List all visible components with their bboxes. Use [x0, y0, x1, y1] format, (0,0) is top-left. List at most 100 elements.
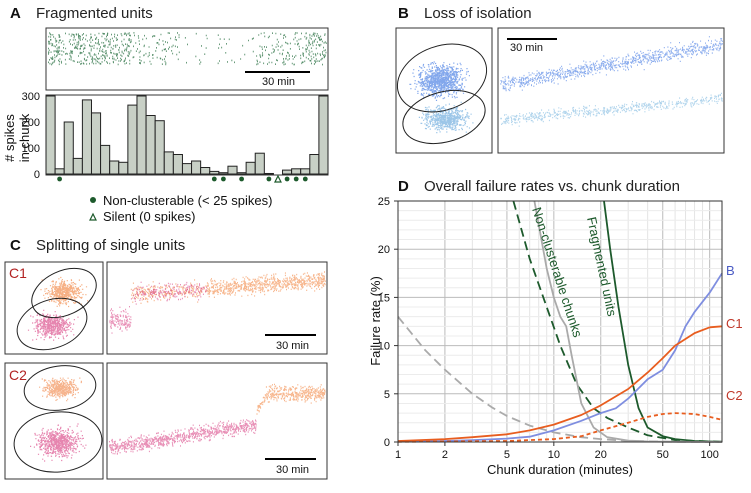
panel-c2-cluster-frame — [4, 362, 104, 480]
panel-c2-spike-raster — [109, 383, 326, 455]
nonclusterable-chunk-marker — [221, 176, 226, 182]
panel-c1-cluster-scatter — [27, 276, 89, 341]
ytick-label: 15 — [378, 292, 390, 304]
panel-d-ylabel: Failure rate (%) — [368, 276, 383, 366]
panel-b-raster-points-1 — [500, 36, 723, 92]
histogram-bar — [118, 161, 129, 175]
histogram-bar — [254, 152, 265, 175]
label-series-c1: C1 — [726, 316, 743, 331]
nonclusterable-chunk-marker — [239, 176, 245, 182]
panel-a-scale-bar-label: 30 min — [262, 76, 295, 88]
histogram-bar — [81, 99, 92, 175]
xtick-label: 20 — [595, 449, 607, 461]
panel-c2-scale-bar-label: 30 min — [276, 464, 309, 476]
panel-c2-raster-points-1 — [256, 383, 326, 415]
histogram-bar — [227, 165, 238, 175]
label-series-b: B — [726, 263, 735, 278]
panel-b-scale-bar-label: 30 min — [510, 42, 543, 54]
histogram-bar — [127, 104, 138, 175]
nonclusterable-chunk-marker — [284, 176, 290, 182]
panel-d-gridlines — [397, 200, 722, 443]
panel-c1-cluster-points-1 — [40, 276, 89, 308]
panel-c1-raster-points-2 — [109, 281, 207, 334]
panel-a-ytick-100: 100 — [22, 143, 40, 155]
xtick-label: 2 — [442, 449, 448, 461]
panel-b-spike-raster — [500, 36, 723, 127]
histogram-bar — [291, 168, 302, 175]
silent-chunk-marker — [273, 174, 282, 183]
histogram-bar — [245, 161, 256, 175]
xtick-label: 100 — [700, 449, 718, 461]
panel-d-plot-frame — [397, 200, 723, 443]
histogram-bar — [136, 95, 147, 175]
histogram-bar — [90, 112, 102, 175]
panel-c2-ellipse-lower — [13, 411, 103, 473]
panel-a-spike-raster — [48, 32, 327, 66]
nonclusterable-chunk-marker — [211, 176, 217, 182]
panel-a-raster-points — [48, 32, 327, 66]
histogram-bar — [172, 154, 183, 175]
panel-d-xlabel: Chunk duration (minutes) — [487, 462, 633, 477]
xtick-label: 50 — [657, 449, 669, 461]
xtick-label: 5 — [504, 449, 510, 461]
histogram-bar — [54, 168, 65, 175]
panel-a-label: A — [10, 5, 21, 22]
panel-c2-cluster-scatter — [30, 377, 87, 462]
panel-c2-raster-points-2 — [109, 419, 257, 455]
histogram-bar — [181, 163, 193, 175]
panel-c2-raster-frame — [106, 362, 328, 480]
histogram-bar — [309, 154, 320, 175]
panel-b-cluster-scatter — [409, 61, 474, 134]
series-fragmented-gray-dashed- — [397, 316, 723, 443]
series-b — [397, 272, 723, 443]
panel-c-label: C — [10, 237, 21, 254]
panel-a-ytick-0: 0 — [34, 169, 40, 181]
panel-a-ylabel-line1: # spikes — [2, 114, 17, 162]
histogram-bar — [200, 167, 211, 175]
label-fragmented-units: Fragmented units — [584, 216, 620, 319]
histogram-bar — [145, 115, 156, 175]
panel-c2-ellipse-upper — [23, 365, 97, 411]
panel-b-title: Loss of isolation — [424, 5, 532, 22]
panel-c1-ellipse-upper — [31, 267, 97, 319]
panel-c2-cluster-points-1 — [39, 377, 82, 402]
histogram-bar — [318, 95, 329, 175]
histogram-bar — [263, 172, 274, 175]
panel-b-label: B — [398, 5, 409, 22]
label-nonclusterable-chunks: Non-clusterable chunks — [529, 205, 585, 339]
legend-noncluster-dot-icon — [90, 197, 96, 203]
panel-b-cluster-points-1 — [409, 61, 470, 101]
panel-c2-cluster-points-2 — [30, 423, 87, 462]
legend-silent-text: Silent (0 spikes) — [103, 209, 195, 224]
histogram-bar — [72, 157, 83, 175]
panel-a-ytick-200: 200 — [22, 117, 40, 129]
panel-c1-raster-points-1 — [130, 271, 326, 304]
panel-b-cluster-ellipse-upper — [396, 43, 488, 113]
histogram-bar — [191, 160, 202, 175]
histogram-bar — [63, 121, 74, 175]
nonclusterable-chunk-marker — [266, 176, 272, 182]
ytick-label: 25 — [378, 196, 390, 208]
panel-a-raster-frame — [45, 27, 329, 91]
panel-d-title: Overall failure rates vs. chunk duration — [424, 178, 680, 195]
panel-c1-ellipse-lower — [16, 297, 88, 351]
nonclusterable-chunk-marker — [302, 176, 308, 182]
panel-d-series — [397, 200, 723, 443]
panel-b-raster-frame — [497, 27, 725, 154]
panel-c1-spike-raster — [109, 271, 326, 334]
ytick-label: 5 — [384, 389, 390, 401]
panel-b-cluster-ellipse-lower — [402, 90, 486, 144]
panel-b-cluster-frame — [395, 27, 493, 154]
panel-a-title: Fragmented units — [36, 5, 153, 22]
panel-c1-label: C1 — [9, 265, 27, 281]
histogram-bar — [163, 151, 174, 175]
ytick-label: 10 — [378, 341, 390, 353]
histogram-bar — [236, 172, 247, 175]
panel-b-raster-points-2 — [500, 92, 723, 127]
histogram-bar — [282, 169, 293, 175]
ytick-label: 0 — [384, 437, 390, 449]
panel-b-cluster-points-2 — [418, 101, 474, 134]
histogram-bar — [300, 168, 311, 175]
nonclusterable-chunk-marker — [57, 176, 62, 182]
